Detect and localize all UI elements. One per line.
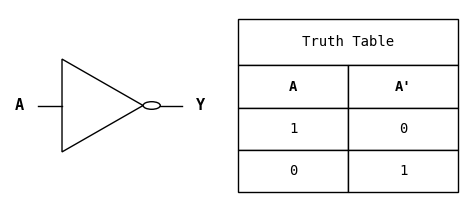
Text: 0: 0 xyxy=(288,164,297,178)
Text: A: A xyxy=(14,98,24,113)
Text: 0: 0 xyxy=(398,122,407,136)
Bar xyxy=(347,150,457,192)
Text: Y: Y xyxy=(196,98,205,113)
Text: 1: 1 xyxy=(288,122,297,136)
Bar xyxy=(347,65,457,108)
Bar xyxy=(238,65,347,108)
Text: A: A xyxy=(288,80,297,93)
Text: A': A' xyxy=(394,80,411,93)
Text: 1: 1 xyxy=(398,164,407,178)
Bar xyxy=(347,108,457,150)
Text: Truth Table: Truth Table xyxy=(301,35,394,49)
Bar xyxy=(238,19,457,65)
Bar xyxy=(238,150,347,192)
Bar xyxy=(238,108,347,150)
